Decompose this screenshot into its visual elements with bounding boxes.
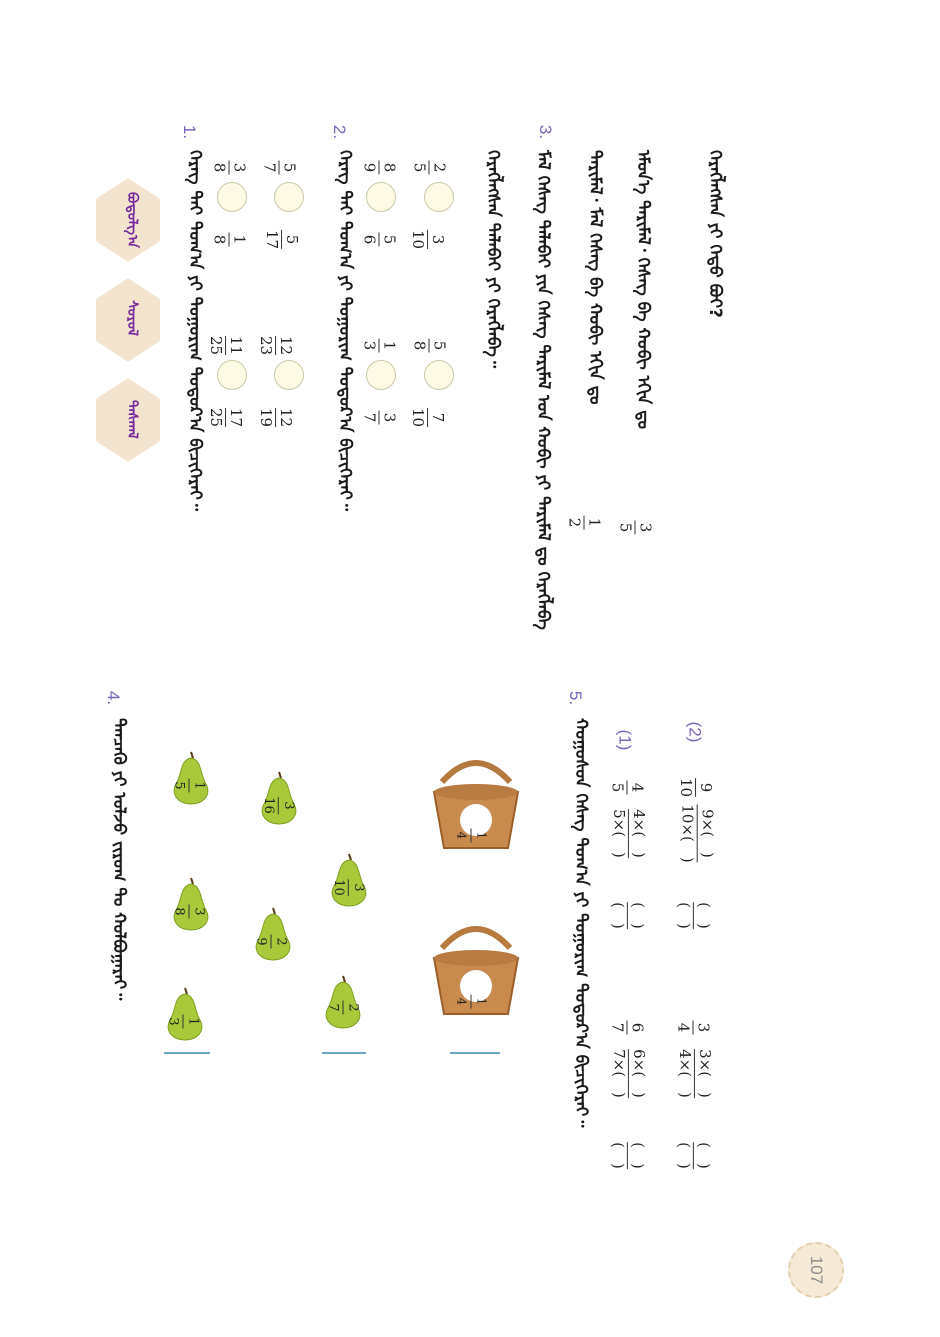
basket-icon-1 — [432, 760, 520, 849]
q5-eq4-frac-mid: 3×( ) 4×( ) — [675, 1049, 714, 1098]
q1-r1-compare-circle-2[interactable] — [217, 360, 247, 390]
q3-number: 3. — [536, 124, 556, 140]
hex-label-learn: ᠰᠤᠷᠤᠯ — [124, 300, 140, 336]
answer-line-2 — [322, 1052, 366, 1054]
q5-sub2-label: (2) — [685, 721, 705, 743]
basket-icon-2 — [432, 926, 520, 1015]
q2-r2-compare-circle-1[interactable] — [424, 182, 454, 212]
q2-r1-compare-circle-2[interactable] — [366, 360, 396, 390]
q2-instruction: ᠬᠡᠷᠡᠭ ᠲᠡᠢ ᠲᠣᠭ᠎ᠠ ᠶᠢ ᠲᠣᠭᠣᠷᠢᠭ ᠳᠣᠲᠣᠷ᠎ᠠ ᠪᠢᠴᠢᠭ… — [335, 150, 355, 511]
hex-label-exercise: ᠳᠠᠰᠭᠠᠯ — [124, 400, 140, 439]
q2-r2-frac-b: 3 10 — [409, 229, 448, 250]
q5-eq4-frac-right: ( )( ) — [674, 1142, 713, 1169]
q3-line-4: ᠬᠡᠷᠡᠭᠯᠡᠭᠰᠡᠨ ᠲᠠᠯᠠᠪᠠᠢ ᠶᠢ ᠬᠡᠷᠡᠭᠯᠡᠪᠡ᠃ — [483, 150, 503, 369]
pear-icon-1-3 — [167, 987, 203, 1041]
q2-r1-compare-circle-1[interactable] — [366, 182, 396, 212]
pear-icon-3-16 — [261, 771, 297, 825]
q5-eq3-frac-left: 9 10 — [677, 777, 716, 798]
q4-number: 4. — [104, 690, 124, 706]
q5-eq3-block: 9 10 9×( ) 10×( ) ( )( ) — [674, 770, 720, 970]
q1-r2-frac-b: 5 17 — [263, 229, 302, 250]
page-number: 107 — [788, 1242, 844, 1298]
q1-r1-compare-circle-1[interactable] — [217, 182, 247, 212]
page-number-text: 107 — [807, 1255, 826, 1285]
q5-sub1-label: (1) — [615, 729, 635, 751]
pear-fraction-3-16: 3 16 — [260, 797, 296, 814]
q1-r2-frac-d: 12 19 — [257, 407, 296, 428]
answer-line-1 — [450, 1052, 500, 1054]
q5-eq2-frac-right: ( )( ) — [608, 1142, 647, 1169]
q5-eq2-frac-mid: 6×( ) 7×( ) — [609, 1049, 648, 1098]
q1-r1-frac-d: 17 25 — [207, 407, 246, 428]
q1-r2-compare-circle-2[interactable] — [274, 360, 304, 390]
q3-line-3: ᠡᠮᠦᠨ᠎ᠡ ᠲᠠᠷᠢᠮᠠᠯ᠂ ᠬᠡᠰᠡᠭ ᠪᠠ ᠬᠤᠪᠢ ᠡᠬᠢᠨ ᠳᠤ — [633, 150, 653, 430]
q3-line-2: ᠲᠠᠷᠢᠮᠠᠯ᠂ ᠮᠠᠯ ᠬᠡᠰᠡᠭ ᠪᠠ ᠬᠤᠪᠢ ᠡᠬᠢᠨ ᠳᠤ — [585, 150, 605, 405]
q1-r1-frac-c: 11 25 — [207, 335, 246, 356]
pear-icon-3-10 — [331, 853, 367, 907]
q1-instruction: ᠬᠡᠷᠡᠭ ᠲᠡᠢ ᠲᠣᠭ᠎ᠠ ᠶᠢ ᠲᠣᠭᠣᠷᠢᠭ ᠳᠣᠲᠣᠷ᠎ᠠ ᠪᠢᠴᠢᠭ… — [185, 150, 205, 511]
q1-r2-frac-c: 12 23 — [257, 335, 296, 356]
q3-line-1: ᠮᠠᠯ ᠬᠡᠰᠡᠭ ᠲᠠᠯᠠᠪᠠᠢ ᠶᠢᠨ ᠬᠡᠰᠡᠭ ᠲᠠᠷᠢᠮᠠᠯ ᠤᠨ ᠬ… — [533, 150, 553, 630]
pear-icon-2-7 — [325, 975, 361, 1029]
q5-instruction: ᠬᠣᠭᠣᠰᠣᠨ ᠬᠡᠰᠡᠭ ᠲᠣᠭ᠎ᠠ ᠶᠢ ᠲᠣᠭᠣᠷᠢᠭ ᠳᠣᠲᠣᠷ᠎ᠠ ᠪ… — [571, 718, 591, 1128]
q1-r2-compare-circle-1[interactable] — [274, 182, 304, 212]
q5-eq1-frac-right: ( )( ) — [608, 902, 647, 929]
q2-r2-compare-circle-2[interactable] — [424, 360, 454, 390]
pear-fraction-3-10: 3 10 — [330, 879, 366, 896]
hex-label-practice: ᠪᠣᠳᠣᠯᠭ᠎ᠠ — [124, 192, 140, 248]
pear-icon-3-8 — [173, 877, 209, 931]
q2-r2-frac-d: 7 10 — [409, 407, 448, 428]
q5-eq3-frac-mid: 9×( ) 10×( ) — [678, 804, 717, 863]
q5-eq1-frac-mid: 4×( ) 5×( ) — [609, 809, 648, 858]
q5-eq3-frac-right: ( )( ) — [674, 902, 713, 929]
q2-number: 2. — [330, 124, 350, 140]
pear-icon-2-9 — [255, 907, 291, 961]
answer-line-3 — [164, 1052, 210, 1054]
q4-instruction: ᠲᠡᠨᠴᠡᠭᠦ ᠶᠢ ᠣᠯᠵᠤ ᠵᠢᠷᠤᠭ ᠲᠤ ᠬᠣᠯᠪᠤᠭᠠᠷᠠᠢ᠃ — [109, 718, 129, 1001]
q1-number: 1. — [180, 124, 200, 140]
q3-line-5: ᠬᠡᠷᠡᠭᠯᠡᠭᠰᠡᠨ ᠶᠢ ᠬᠡᠳᠦ ᠪᠣᠢ? — [705, 150, 725, 318]
q5-number: 5. — [566, 690, 586, 706]
pear-icon-1-5 — [173, 751, 209, 805]
